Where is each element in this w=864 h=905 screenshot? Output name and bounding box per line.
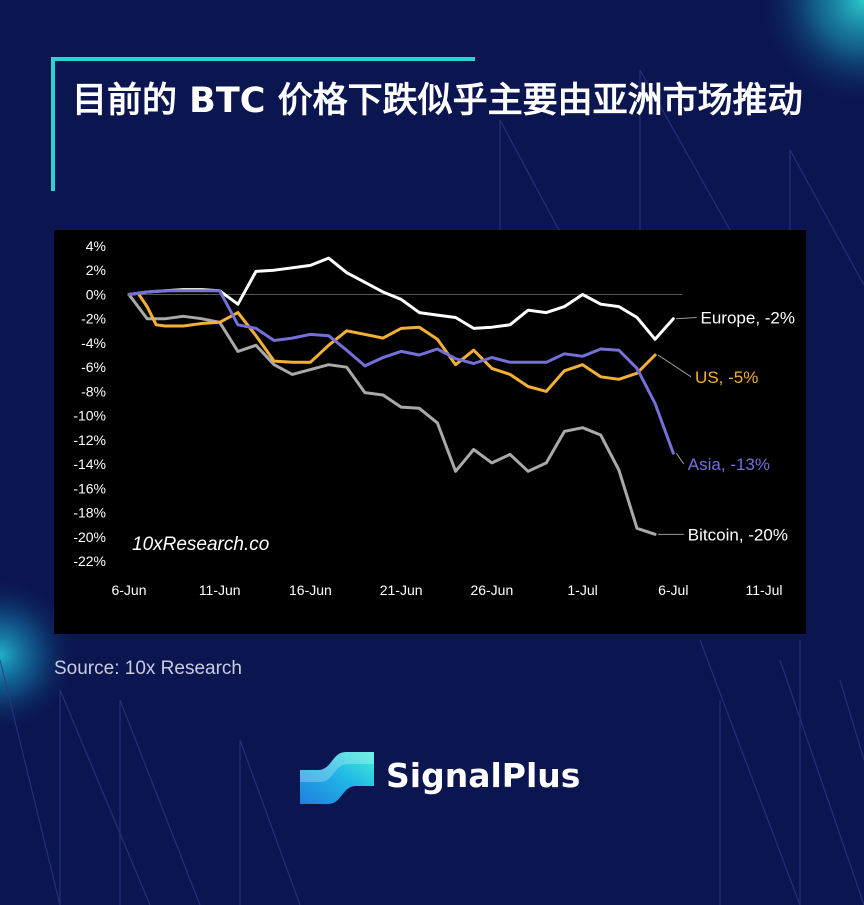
series-end-label-europe: Europe, -2% bbox=[701, 308, 796, 327]
y-tick-label: -18% bbox=[73, 505, 106, 521]
signalplus-logo-icon bbox=[300, 752, 374, 804]
x-tick-label: 21-Jun bbox=[380, 582, 423, 598]
x-tick-label: 11-Jul bbox=[745, 582, 782, 598]
watermark-label: 10xResearch.co bbox=[132, 534, 269, 555]
y-tick-label: 2% bbox=[86, 262, 106, 278]
y-tick-label: -2% bbox=[81, 311, 106, 327]
brand: SignalPlus bbox=[298, 748, 598, 808]
source-note: Source: 10x Research bbox=[54, 658, 242, 679]
y-tick-label: -6% bbox=[81, 359, 106, 375]
label-connector-asia bbox=[675, 452, 685, 465]
label-connector-us bbox=[657, 354, 692, 378]
x-tick-label: 6-Jun bbox=[111, 582, 146, 598]
page-title: 目前的 BTC 价格下跌似乎主要由亚洲市场推动 bbox=[72, 81, 803, 121]
y-tick-label: -16% bbox=[73, 480, 106, 496]
series-end-label-asia: Asia, -13% bbox=[688, 455, 770, 474]
y-tick-label: -20% bbox=[73, 529, 106, 545]
series-line-bitcoin bbox=[127, 293, 657, 536]
y-tick-label: -10% bbox=[73, 408, 106, 424]
chart-panel: 4% 2% 0% -2% -4% -6% -8% -10% -12% -14% -16% -18% -2… bbox=[54, 230, 806, 634]
y-tick-label: -12% bbox=[73, 432, 106, 448]
y-tick-label: 4% bbox=[86, 238, 106, 254]
x-tick-label: 11-Jun bbox=[199, 582, 241, 598]
y-tick-label: -22% bbox=[73, 553, 106, 569]
y-tick-label: -8% bbox=[81, 383, 106, 399]
x-tick-label: 6-Jul bbox=[658, 582, 688, 598]
brand-name: SignalPlus bbox=[386, 756, 581, 795]
y-tick-label: 0% bbox=[86, 286, 106, 302]
series-end-label-bitcoin: Bitcoin, -20% bbox=[688, 525, 788, 544]
series-line-asia bbox=[127, 289, 675, 455]
series-line-us bbox=[127, 291, 657, 393]
y-tick-label: -4% bbox=[81, 335, 106, 351]
series-end-label-us: US, -5% bbox=[695, 368, 758, 387]
x-tick-label: 1-Jul bbox=[567, 582, 597, 598]
y-tick-label: -14% bbox=[73, 456, 106, 472]
x-tick-label: 26-Jun bbox=[470, 582, 513, 598]
x-tick-label: 16-Jun bbox=[289, 582, 332, 598]
line-chart: 4% 2% 0% -2% -4% -6% -8% -10% -12% -14% -16% -18% -2… bbox=[73, 238, 796, 598]
title-frame bbox=[51, 57, 475, 191]
label-connector-europe bbox=[676, 316, 697, 320]
